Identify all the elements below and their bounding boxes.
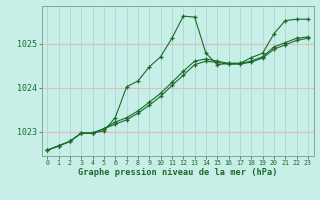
X-axis label: Graphe pression niveau de la mer (hPa): Graphe pression niveau de la mer (hPa) — [78, 168, 277, 177]
